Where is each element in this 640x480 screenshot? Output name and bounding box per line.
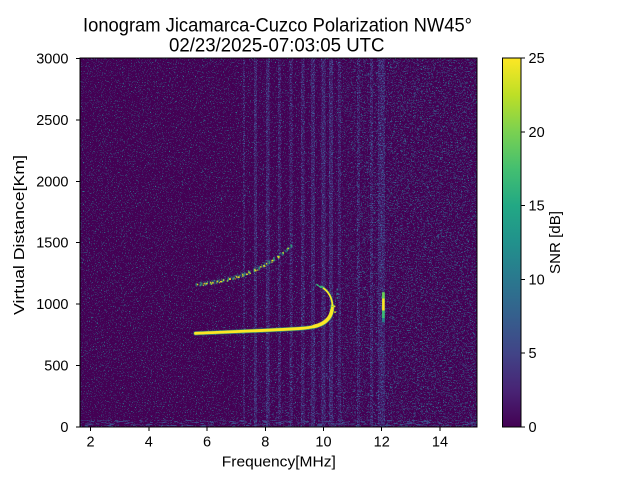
svg-text:02/23/2025-07:03:05 UTC: 02/23/2025-07:03:05 UTC <box>169 35 385 57</box>
svg-text:Ionogram Jicamarca-Cuzco Polar: Ionogram Jicamarca-Cuzco Polarization NW… <box>83 15 472 37</box>
svg-text:14: 14 <box>432 435 448 451</box>
svg-text:2: 2 <box>86 435 94 451</box>
svg-text:0: 0 <box>60 420 68 436</box>
svg-text:0: 0 <box>529 420 537 436</box>
svg-text:1500: 1500 <box>36 236 68 252</box>
svg-text:2000: 2000 <box>36 175 68 191</box>
svg-text:2500: 2500 <box>36 113 68 129</box>
svg-text:6: 6 <box>203 435 211 451</box>
svg-text:SNR [dB]: SNR [dB] <box>548 211 564 274</box>
svg-text:3000: 3000 <box>36 52 68 68</box>
svg-text:1000: 1000 <box>36 297 68 313</box>
svg-text:Frequency[MHz]: Frequency[MHz] <box>222 455 336 471</box>
svg-text:5: 5 <box>529 346 537 362</box>
svg-text:15: 15 <box>529 199 545 215</box>
svg-text:10: 10 <box>315 435 331 451</box>
svg-text:20: 20 <box>529 125 545 141</box>
svg-text:25: 25 <box>529 51 545 67</box>
svg-text:10: 10 <box>529 272 545 288</box>
svg-text:12: 12 <box>374 435 390 451</box>
svg-text:4: 4 <box>145 435 153 451</box>
svg-text:Virtual Distance[Km]: Virtual Distance[Km] <box>12 155 28 315</box>
svg-text:500: 500 <box>44 359 68 375</box>
svg-text:8: 8 <box>261 435 269 451</box>
